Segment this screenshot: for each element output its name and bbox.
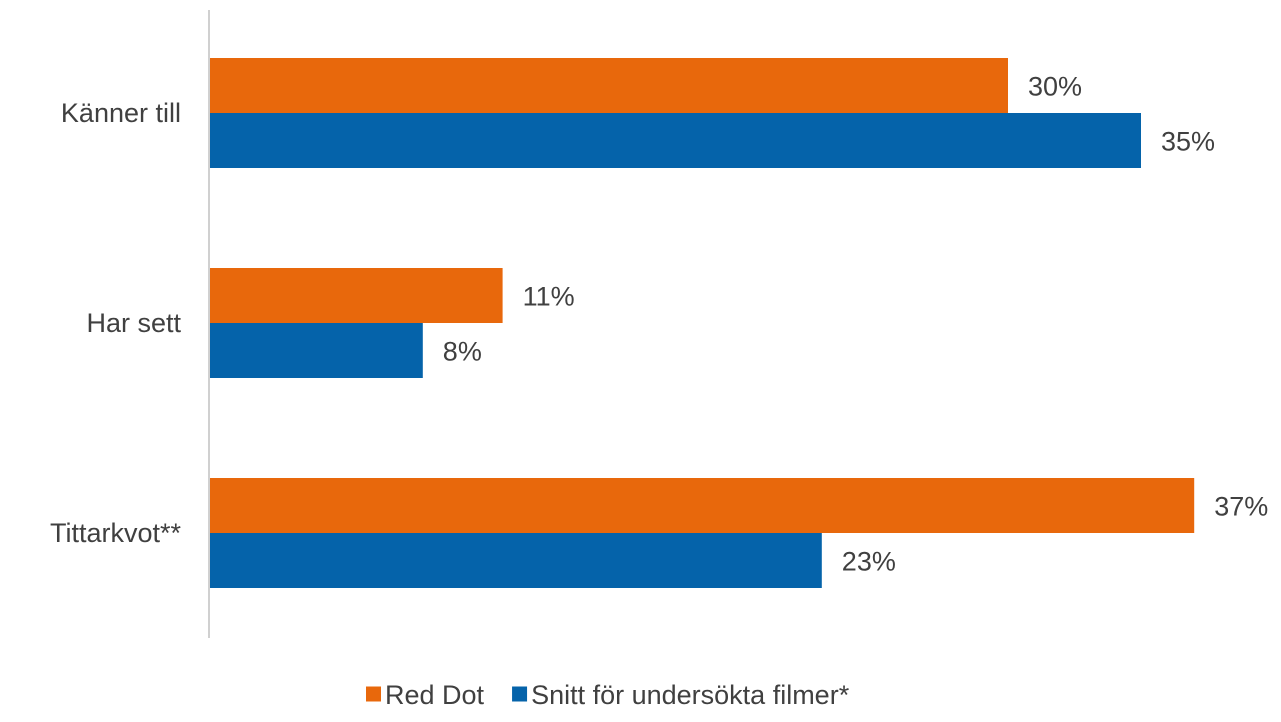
value-label-red-dot-tittarkvot: 37%	[1214, 492, 1268, 522]
legend-swatch-red-dot	[366, 686, 381, 702]
value-label-red-dot-kanner-till: 30%	[1028, 72, 1082, 102]
value-labels: 30% 35% 11% 8% 37% 23%	[443, 72, 1268, 577]
bar-red-dot-tittarkvot	[210, 478, 1195, 533]
bar-snitt-for-undersokta-filmer-tittarkvot	[210, 533, 822, 588]
bars-layer	[210, 58, 1195, 588]
bar-red-dot-kanner-till	[210, 58, 1008, 113]
bar-red-dot-har-sett	[210, 268, 503, 323]
value-label-snitt-for-undersokta-filmer-kanner-till: 35%	[1161, 127, 1215, 157]
category-label-kanner-till: Känner till	[61, 98, 181, 128]
category-labels: Känner till Har sett Tittarkvot**	[50, 98, 182, 548]
category-label-har-sett: Har sett	[86, 308, 181, 338]
legend-label-red-dot: Red Dot	[385, 680, 485, 710]
value-label-red-dot-har-sett: 11%	[523, 282, 575, 312]
legend: Red Dot Snitt för undersökta filmer*	[366, 680, 850, 710]
value-label-snitt-for-undersokta-filmer-tittarkvot: 23%	[842, 547, 896, 577]
legend-label-snitt-for-undersokta-filmer: Snitt för undersökta filmer*	[531, 680, 850, 710]
legend-swatch-snitt-for-undersokta-filmer	[512, 686, 528, 702]
bar-snitt-for-undersokta-filmer-kanner-till	[210, 113, 1141, 168]
value-label-snitt-for-undersokta-filmer-har-sett: 8%	[443, 337, 482, 367]
category-label-tittarkvot: Tittarkvot**	[50, 518, 182, 548]
bar-snitt-for-undersokta-filmer-har-sett	[210, 323, 423, 378]
